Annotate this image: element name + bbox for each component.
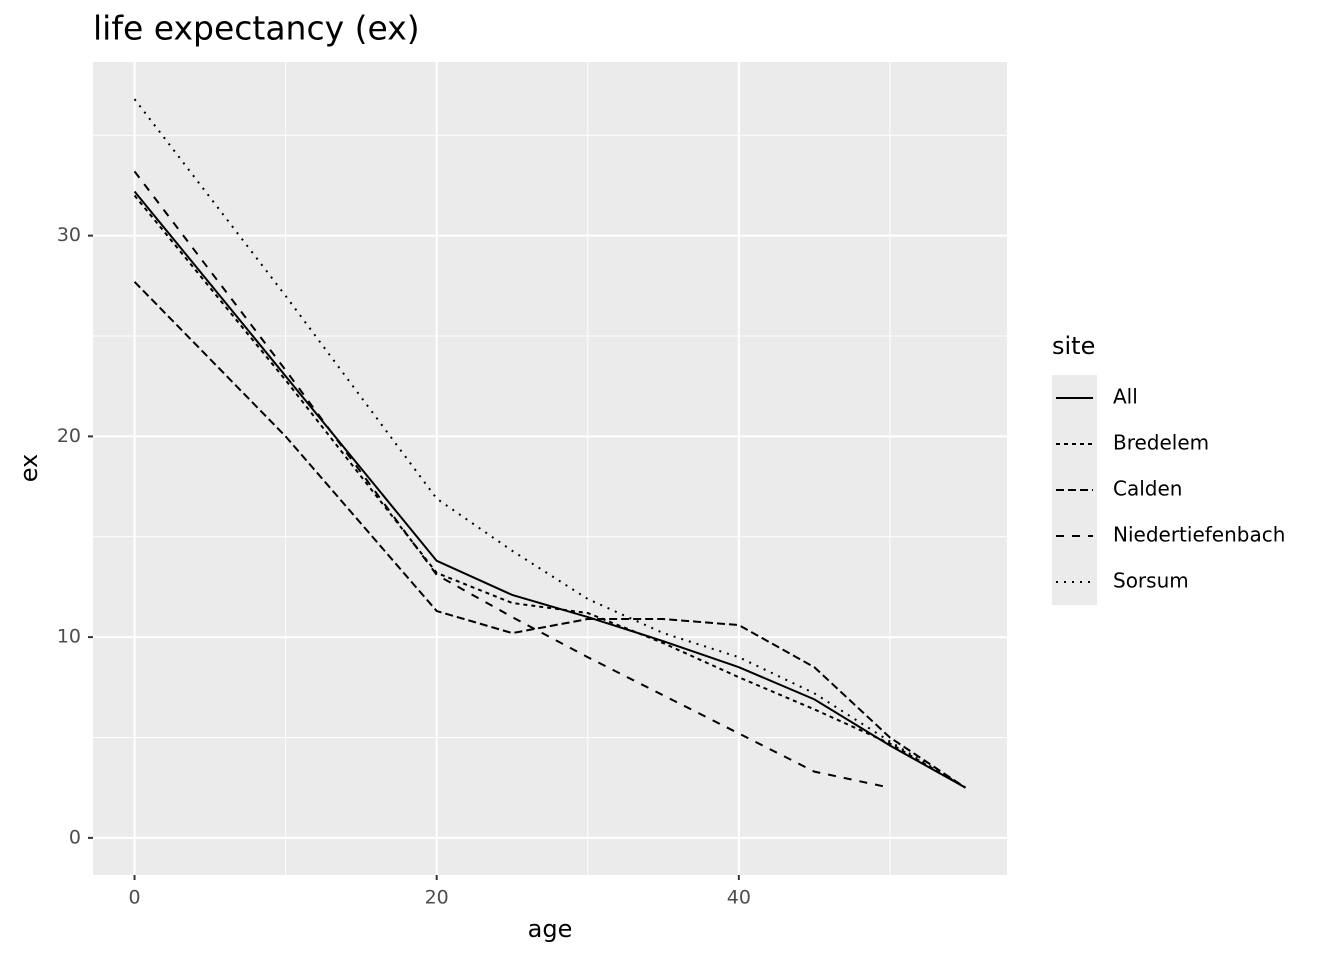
series-line (133, 170, 891, 789)
y-tick-label: 20 (57, 425, 81, 447)
y-tick-label: 0 (69, 826, 81, 848)
x-tick-label: 20 (425, 887, 449, 909)
y-tick-label: 10 (57, 626, 81, 648)
x-tick-label: 0 (128, 887, 140, 909)
legend-label: Bredelem (1113, 431, 1209, 455)
series-line (133, 281, 967, 789)
x-axis-label: age (528, 915, 573, 943)
grid (93, 62, 1007, 875)
lines (133, 98, 967, 789)
legend: All Bredelem Calden Niedertiefenbach Sorsum (1052, 375, 1285, 605)
legend-label: All (1113, 385, 1138, 409)
y-tick-label: 30 (57, 224, 81, 246)
x-tick-label: 40 (727, 887, 751, 909)
chart-title: life expectancy (ex) (93, 9, 420, 48)
legend-title: site (1052, 332, 1095, 360)
panel (93, 62, 1007, 875)
legend-label: Niedertiefenbach (1113, 523, 1285, 547)
series-line (133, 194, 966, 789)
legend-label: Calden (1113, 477, 1182, 501)
y-axis-label: ex (15, 454, 43, 483)
legend-label: Sorsum (1113, 569, 1189, 593)
